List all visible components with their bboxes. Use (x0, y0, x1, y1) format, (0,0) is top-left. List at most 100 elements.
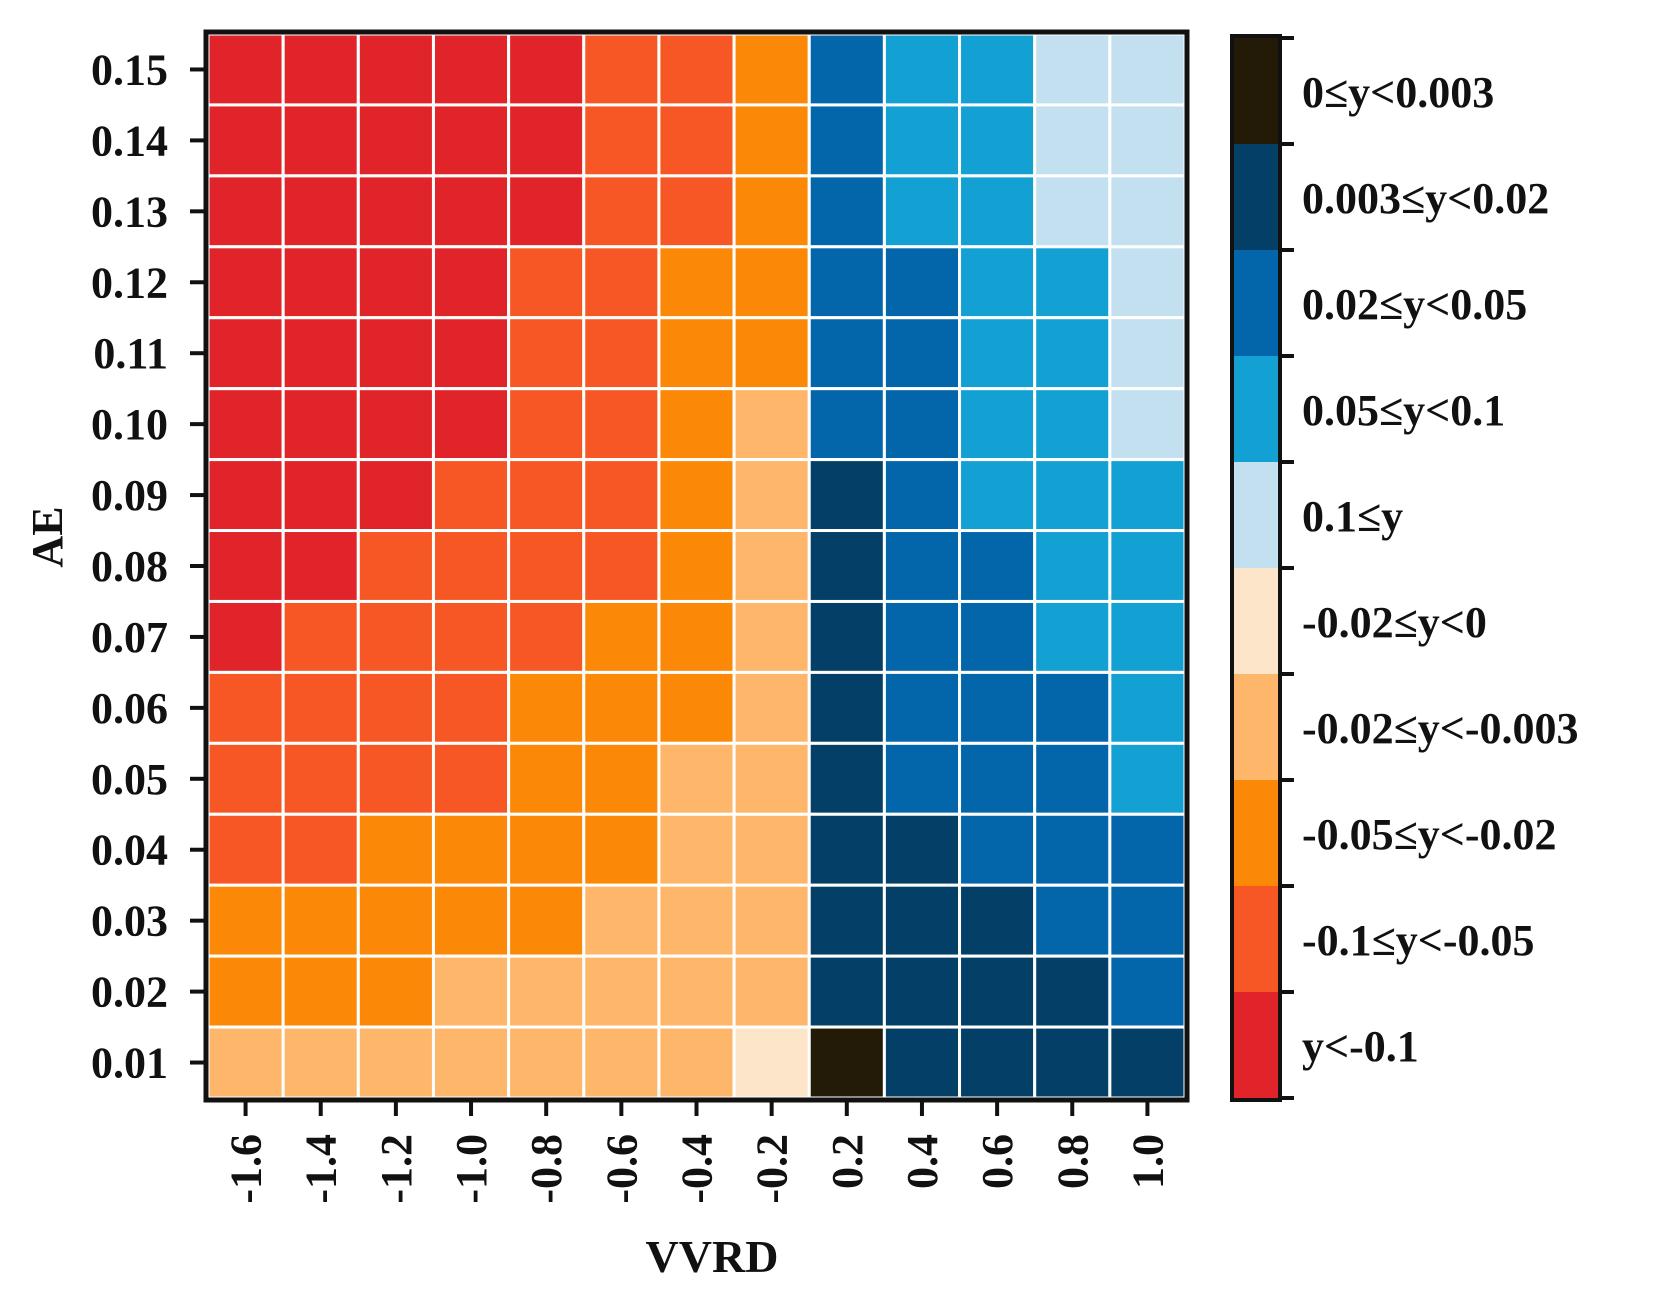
heatmap-cell-r5-c2 (356, 387, 435, 462)
heatmap-cell-r7-c9 (882, 529, 962, 603)
colorbar-segment (1234, 250, 1278, 356)
heatmap-cell-r7-c1 (281, 529, 360, 603)
heatmap-cell-r9-c1 (281, 670, 360, 745)
heatmap-cell-r12-c10 (958, 883, 1037, 958)
heatmap-cell-r13-c3 (431, 954, 511, 1029)
heatmap-cell-r6-c10 (958, 458, 1037, 533)
heatmap-cell-r12-c9 (882, 883, 962, 958)
heatmap-cell-r10-c8 (807, 741, 886, 816)
heatmap-cell-r11-c2 (356, 812, 435, 887)
heatmap-cell-r4-c10 (958, 316, 1037, 391)
heatmap-cell-r11-c7 (732, 812, 811, 887)
heatmap-cell-r6-c6 (657, 458, 736, 533)
heatmap-cell-r8-c2 (356, 599, 435, 674)
x-tick-label: -1.2 (372, 1134, 421, 1204)
heatmap-cell-r7-c5 (582, 529, 661, 603)
y-tick-label: 0.02 (91, 968, 168, 1017)
heatmap-cell-r7-c6 (657, 529, 736, 603)
colorbar-segment (1234, 780, 1278, 886)
legend-label: 0.1≤y (1302, 492, 1403, 541)
heatmap-cell-r10-c9 (882, 741, 962, 816)
heatmap-cell-r14-c2 (356, 1025, 435, 1100)
heatmap-cell-r5-c5 (582, 387, 661, 462)
colorbar-segment (1234, 462, 1278, 568)
heatmap-cell-r6-c5 (582, 458, 661, 533)
heatmap-cell-r8-c10 (958, 599, 1037, 674)
heatmap-cell-r8-c6 (657, 599, 736, 674)
heatmap-cell-r5-c0 (206, 387, 285, 462)
heatmap-cell-r5-c9 (882, 387, 962, 462)
heatmap-cell-r0-c8 (807, 32, 886, 107)
heatmap-cell-r8-c7 (732, 599, 811, 674)
heatmap-cell-r11-c1 (281, 812, 360, 887)
heatmap-cell-r6-c0 (206, 458, 285, 533)
heatmap-cell-r3-c2 (356, 245, 435, 320)
y-tick-label: 0.03 (91, 897, 168, 946)
heatmap-cell-r5-c4 (507, 387, 586, 462)
heatmap-cell-r4-c3 (431, 316, 511, 391)
heatmap-cell-r14-c5 (582, 1025, 661, 1100)
heatmap-cell-r13-c1 (281, 954, 360, 1029)
heatmap-cell-r6-c11 (1033, 458, 1112, 533)
x-tick-label: 0.2 (823, 1134, 872, 1189)
y-tick-label: 0.04 (91, 826, 168, 875)
heatmap-cell-r2-c4 (507, 174, 586, 249)
heatmap-cell-r3-c8 (807, 245, 886, 320)
heatmap-cell-r10-c7 (732, 741, 811, 816)
colorbar-segment (1234, 144, 1278, 250)
heatmap-cell-r2-c11 (1033, 174, 1112, 249)
y-axis-title: AE (23, 506, 72, 567)
heatmap-cell-r12-c11 (1033, 883, 1112, 958)
y-tick-label: 0.11 (93, 329, 168, 378)
heatmap-cell-r4-c8 (807, 316, 886, 391)
heatmap-cell-r3-c5 (582, 245, 661, 320)
heatmap-cell-r3-c10 (958, 245, 1037, 320)
y-tick-label: 0.14 (91, 116, 168, 165)
heatmap-cell-r11-c12 (1108, 812, 1187, 887)
legend-label: 0≤y<0.003 (1302, 68, 1494, 117)
heatmap-cell-r14-c6 (657, 1025, 736, 1100)
heatmap-cell-r14-c0 (206, 1025, 285, 1100)
heatmap-cell-r0-c7 (732, 32, 811, 107)
heatmap-cell-r1-c9 (882, 103, 962, 178)
heatmap-cell-r4-c1 (281, 316, 360, 391)
heatmap-cell-r8-c1 (281, 599, 360, 674)
heatmap-cell-r8-c3 (431, 599, 511, 674)
heatmap-cell-r5-c6 (657, 387, 736, 462)
heatmap-cell-r11-c8 (807, 812, 886, 887)
heatmap-cell-r4-c6 (657, 316, 736, 391)
heatmap-cell-r11-c4 (507, 812, 586, 887)
heatmap-cell-r11-c6 (657, 812, 736, 887)
x-tick-label: 0.4 (898, 1134, 947, 1189)
heatmap-cell-r4-c11 (1033, 316, 1112, 391)
heatmap-cell-r13-c8 (807, 954, 886, 1029)
heatmap-cell-r3-c11 (1033, 245, 1112, 320)
heatmap-cell-r7-c4 (507, 529, 586, 603)
heatmap-cell-r9-c6 (657, 670, 736, 745)
heatmap-cell-r13-c5 (582, 954, 661, 1029)
heatmap-cell-r2-c2 (356, 174, 435, 249)
heatmap-cell-r4-c4 (507, 316, 586, 391)
heatmap-cell-r14-c11 (1033, 1025, 1112, 1100)
heatmap-cell-r14-c9 (882, 1025, 962, 1100)
heatmap-cell-r9-c11 (1033, 670, 1112, 745)
heatmap-cell-r11-c9 (882, 812, 962, 887)
heatmap-cell-r14-c1 (281, 1025, 360, 1100)
heatmap-cell-r2-c5 (582, 174, 661, 249)
heatmap-cell-r10-c2 (356, 741, 435, 816)
heatmap-cell-r2-c6 (657, 174, 736, 249)
x-tick-label: -0.2 (748, 1134, 797, 1204)
heatmap-cell-r4-c0 (206, 316, 285, 391)
heatmap-cell-r10-c4 (507, 741, 586, 816)
heatmap-cell-r8-c5 (582, 599, 661, 674)
heatmap-cell-r14-c12 (1108, 1025, 1187, 1100)
heatmap-cell-r2-c7 (732, 174, 811, 249)
y-tick-label: 0.10 (91, 400, 168, 449)
heatmap-cell-r10-c12 (1108, 741, 1187, 816)
heatmap-cell-r7-c11 (1033, 529, 1112, 603)
heatmap-cell-r0-c5 (582, 32, 661, 107)
heatmap-cell-r13-c0 (206, 954, 285, 1029)
heatmap-cell-r3-c6 (657, 245, 736, 320)
y-tick-label: 0.07 (91, 613, 168, 662)
heatmap-cell-r12-c12 (1108, 883, 1187, 958)
